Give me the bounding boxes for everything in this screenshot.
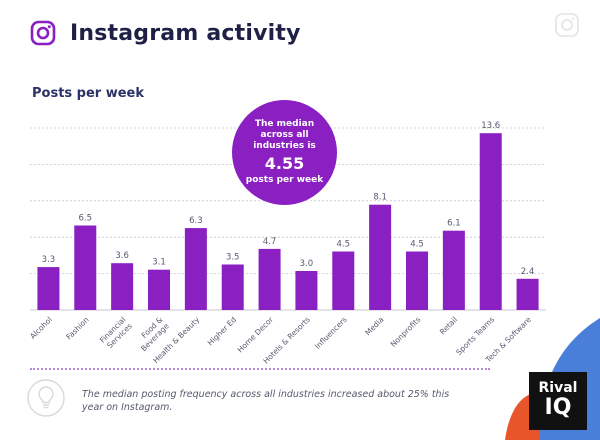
footer-note: The median posting frequency across all …	[82, 389, 450, 413]
callout-text: The median across all industries is	[253, 119, 316, 151]
data-label: 13.6	[481, 121, 500, 131]
bar	[369, 204, 392, 310]
data-label: 3.5	[226, 253, 240, 263]
lightbulb-icon	[27, 379, 65, 417]
tick-label: Alcohol	[28, 315, 54, 341]
data-label: 3.0	[300, 259, 314, 269]
data-label: 2.4	[521, 267, 535, 277]
data-label: 3.3	[42, 255, 56, 265]
logo-text-top: Rival	[538, 380, 578, 396]
data-label: 3.6	[115, 251, 129, 261]
bar	[221, 264, 244, 310]
tick-label: Influencers	[313, 315, 349, 351]
data-label: 4.5	[337, 240, 351, 250]
data-label: 3.1	[152, 258, 166, 268]
data-label: 4.5	[410, 240, 424, 250]
instagram-outline-icon	[555, 13, 579, 37]
tick-label: Higher Ed	[206, 315, 239, 348]
tick-label: Nonprofits	[389, 315, 423, 349]
data-label: 6.3	[189, 216, 203, 226]
value-labels: 3.3 6.5 3.6 3.1 6.3 3.5 4.7 3.0 4.5 8.1 4.5 6.1 13.6…	[42, 121, 535, 277]
category-tick-labels: Alcohol Fashion FinancialServices Food &Bev…	[28, 314, 533, 365]
chart-title: Posts per week	[32, 86, 145, 101]
bar	[295, 271, 318, 310]
page-title: Instagram activity	[70, 20, 301, 46]
tick-label: Home Decor	[236, 314, 276, 354]
tick-label: FinancialServices	[98, 315, 134, 351]
callout-unit: posts per week	[245, 175, 324, 185]
bars	[37, 133, 539, 310]
bar	[479, 133, 502, 310]
logo-text-bottom: IQ	[544, 395, 572, 420]
bar	[332, 251, 355, 310]
bar	[406, 251, 428, 310]
header: Instagram activity	[30, 16, 301, 50]
tick-label: Retail	[438, 315, 459, 336]
bar	[111, 263, 134, 310]
data-label: 8.1	[373, 193, 387, 203]
data-label: 6.1	[447, 219, 461, 229]
data-label: 6.5	[79, 214, 93, 224]
bar	[258, 248, 281, 310]
footer-divider	[30, 368, 490, 370]
tick-label: Media	[363, 315, 385, 337]
callout-value: 4.55	[264, 154, 305, 173]
bar	[148, 269, 170, 310]
bar	[442, 230, 465, 310]
data-label: 4.7	[263, 237, 277, 247]
bar	[74, 225, 97, 310]
instagram-icon	[30, 20, 56, 46]
bar	[516, 278, 539, 310]
bar	[37, 267, 60, 310]
bar	[184, 228, 207, 310]
median-callout: The median across all industries is 4.55…	[232, 100, 337, 205]
rival-iq-logo: Rival IQ	[529, 372, 587, 430]
tick-label: Fashion	[64, 315, 91, 342]
